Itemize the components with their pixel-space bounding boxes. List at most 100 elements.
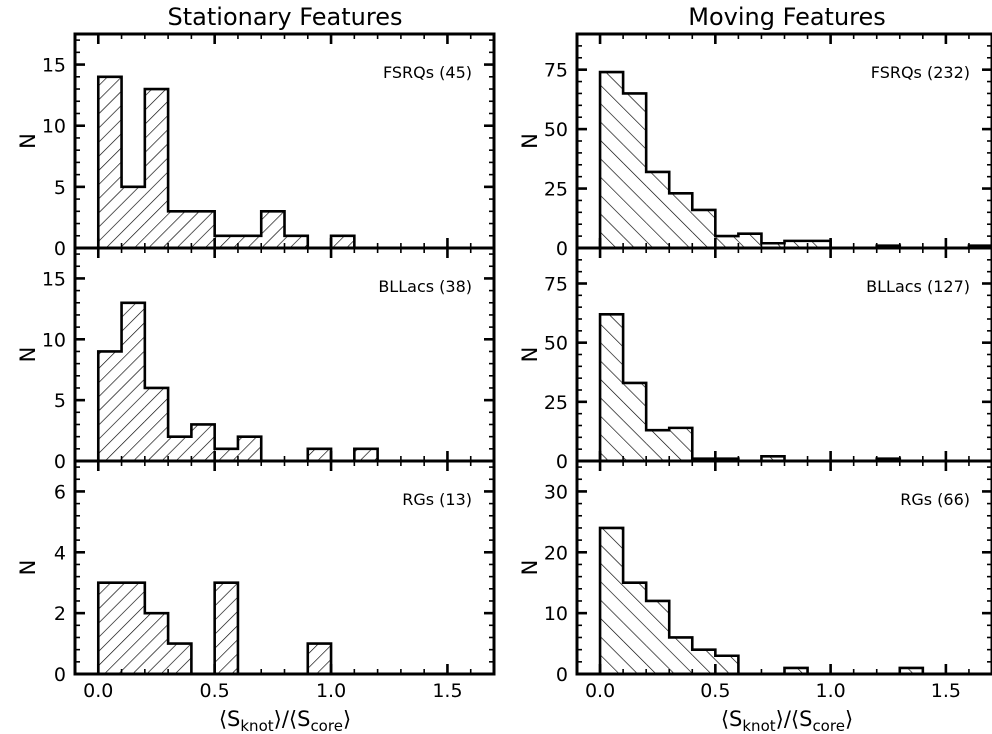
bar (144, 89, 169, 248)
sample-label: BLLacs (127) (866, 277, 970, 296)
y-tick-label: 75 (544, 60, 568, 82)
x-tick-label: 1.5 (931, 680, 961, 702)
bar (738, 233, 762, 248)
bar (761, 243, 785, 248)
y-tick-label: 15 (42, 55, 66, 77)
y-tick-label: 20 (544, 542, 568, 564)
y-tick-label: 50 (544, 119, 568, 141)
bar (669, 193, 693, 248)
bar (168, 211, 192, 248)
bar (600, 527, 624, 674)
bar (646, 430, 670, 461)
bar (237, 235, 262, 248)
bar (692, 209, 716, 248)
bars-stationary-bllacs (96, 301, 379, 461)
y-tick-label: 15 (42, 268, 66, 290)
x-tick-label: 0.5 (200, 680, 230, 702)
bar (307, 448, 332, 461)
panel-moving-rgs: 0 10 20 30 0.0 0.5 1.0 1.5 N RGs (66) (518, 459, 992, 702)
bar (98, 582, 122, 674)
bars-moving-rgs (598, 526, 925, 674)
histogram-outline (598, 70, 992, 248)
column-title-stationary: Stationary Features (168, 3, 403, 31)
sample-label: RGs (13) (402, 490, 472, 509)
y-tick-label: 2 (54, 603, 66, 625)
panel-moving-bllacs: 0 25 50 75 N BLLacs (127) (518, 246, 992, 473)
bar (121, 186, 145, 248)
y-tick-label: 0 (556, 451, 568, 473)
y-tick-label: 0 (54, 451, 66, 473)
bar (899, 667, 923, 674)
sample-label: BLLacs (38) (378, 277, 472, 296)
bar (715, 236, 739, 248)
bar (307, 643, 332, 674)
y-tick-label: 10 (544, 603, 568, 625)
x-tick-label: 1.0 (316, 680, 346, 702)
y-axis-label: N (16, 560, 40, 576)
bars-moving-bllacs (598, 312, 902, 461)
y-axis-label: N (16, 133, 40, 149)
bar (261, 211, 285, 248)
y-tick-label: 10 (42, 116, 66, 138)
y-tick-label: 0 (54, 664, 66, 686)
y-axis-label: N (518, 347, 542, 363)
bar (168, 436, 192, 461)
y-tick-label: 4 (54, 542, 66, 564)
sample-label: FSRQs (45) (383, 63, 472, 82)
bars-moving-fsrqs (598, 70, 992, 248)
bar (600, 314, 624, 461)
bar (331, 235, 355, 248)
panel-stationary-fsrqs: 0 5 10 15 N FSRQs (45) (16, 32, 496, 260)
bar (214, 448, 238, 461)
y-axis-label: N (16, 347, 40, 363)
bar (646, 600, 670, 674)
bar (98, 76, 122, 248)
x-tick-label: 0.0 (585, 680, 615, 702)
histogram-outline (598, 526, 925, 674)
bar (623, 582, 647, 674)
y-tick-label: 30 (544, 481, 568, 503)
bars-stationary-rgs (96, 581, 333, 674)
x-tick-label: 1.5 (432, 680, 462, 702)
bar (784, 240, 808, 248)
bar (214, 235, 238, 248)
bar (807, 240, 831, 248)
bar (98, 351, 122, 461)
y-tick-label: 0 (54, 238, 66, 260)
y-tick-label: 0 (556, 238, 568, 260)
bar (121, 302, 145, 461)
histogram-outline (96, 301, 379, 461)
bar (168, 643, 192, 674)
bar (237, 436, 262, 461)
panel-stationary-rgs: 0 2 4 6 0.0 0.5 1.0 1.5 N RGs (13) (16, 459, 496, 702)
y-tick-label: 75 (544, 274, 568, 296)
bar (646, 171, 670, 248)
y-tick-label: 5 (54, 177, 66, 199)
bar (191, 211, 215, 248)
x-tick-label: 0.0 (83, 680, 113, 702)
y-tick-label: 50 (544, 333, 568, 355)
histogram-outline (96, 75, 356, 248)
bar (623, 93, 647, 248)
bar (121, 582, 145, 674)
column-title-moving: Moving Features (688, 3, 886, 31)
y-tick-label: 10 (42, 329, 66, 351)
sample-label: RGs (66) (900, 490, 970, 509)
panel-grid: 0 5 10 15 N FSRQs (45) 0 25 50 75 N FSRQs (232) 0 5 10… (16, 32, 992, 702)
bar (715, 655, 739, 674)
bar (784, 667, 808, 674)
bar (692, 649, 716, 674)
y-tick-label: 25 (544, 179, 568, 201)
bar (669, 637, 693, 674)
y-tick-label: 25 (544, 392, 568, 414)
y-tick-label: 5 (54, 390, 66, 412)
y-axis-label: N (518, 133, 542, 149)
bar (144, 613, 169, 674)
x-axis-label-stationary: ⟨Sknot⟩/⟨Score⟩ (219, 707, 351, 734)
bar (354, 448, 378, 461)
bar (761, 456, 785, 461)
y-axis-label: N (518, 560, 542, 576)
x-tick-label: 1.0 (816, 680, 846, 702)
histogram-outline (96, 581, 333, 674)
